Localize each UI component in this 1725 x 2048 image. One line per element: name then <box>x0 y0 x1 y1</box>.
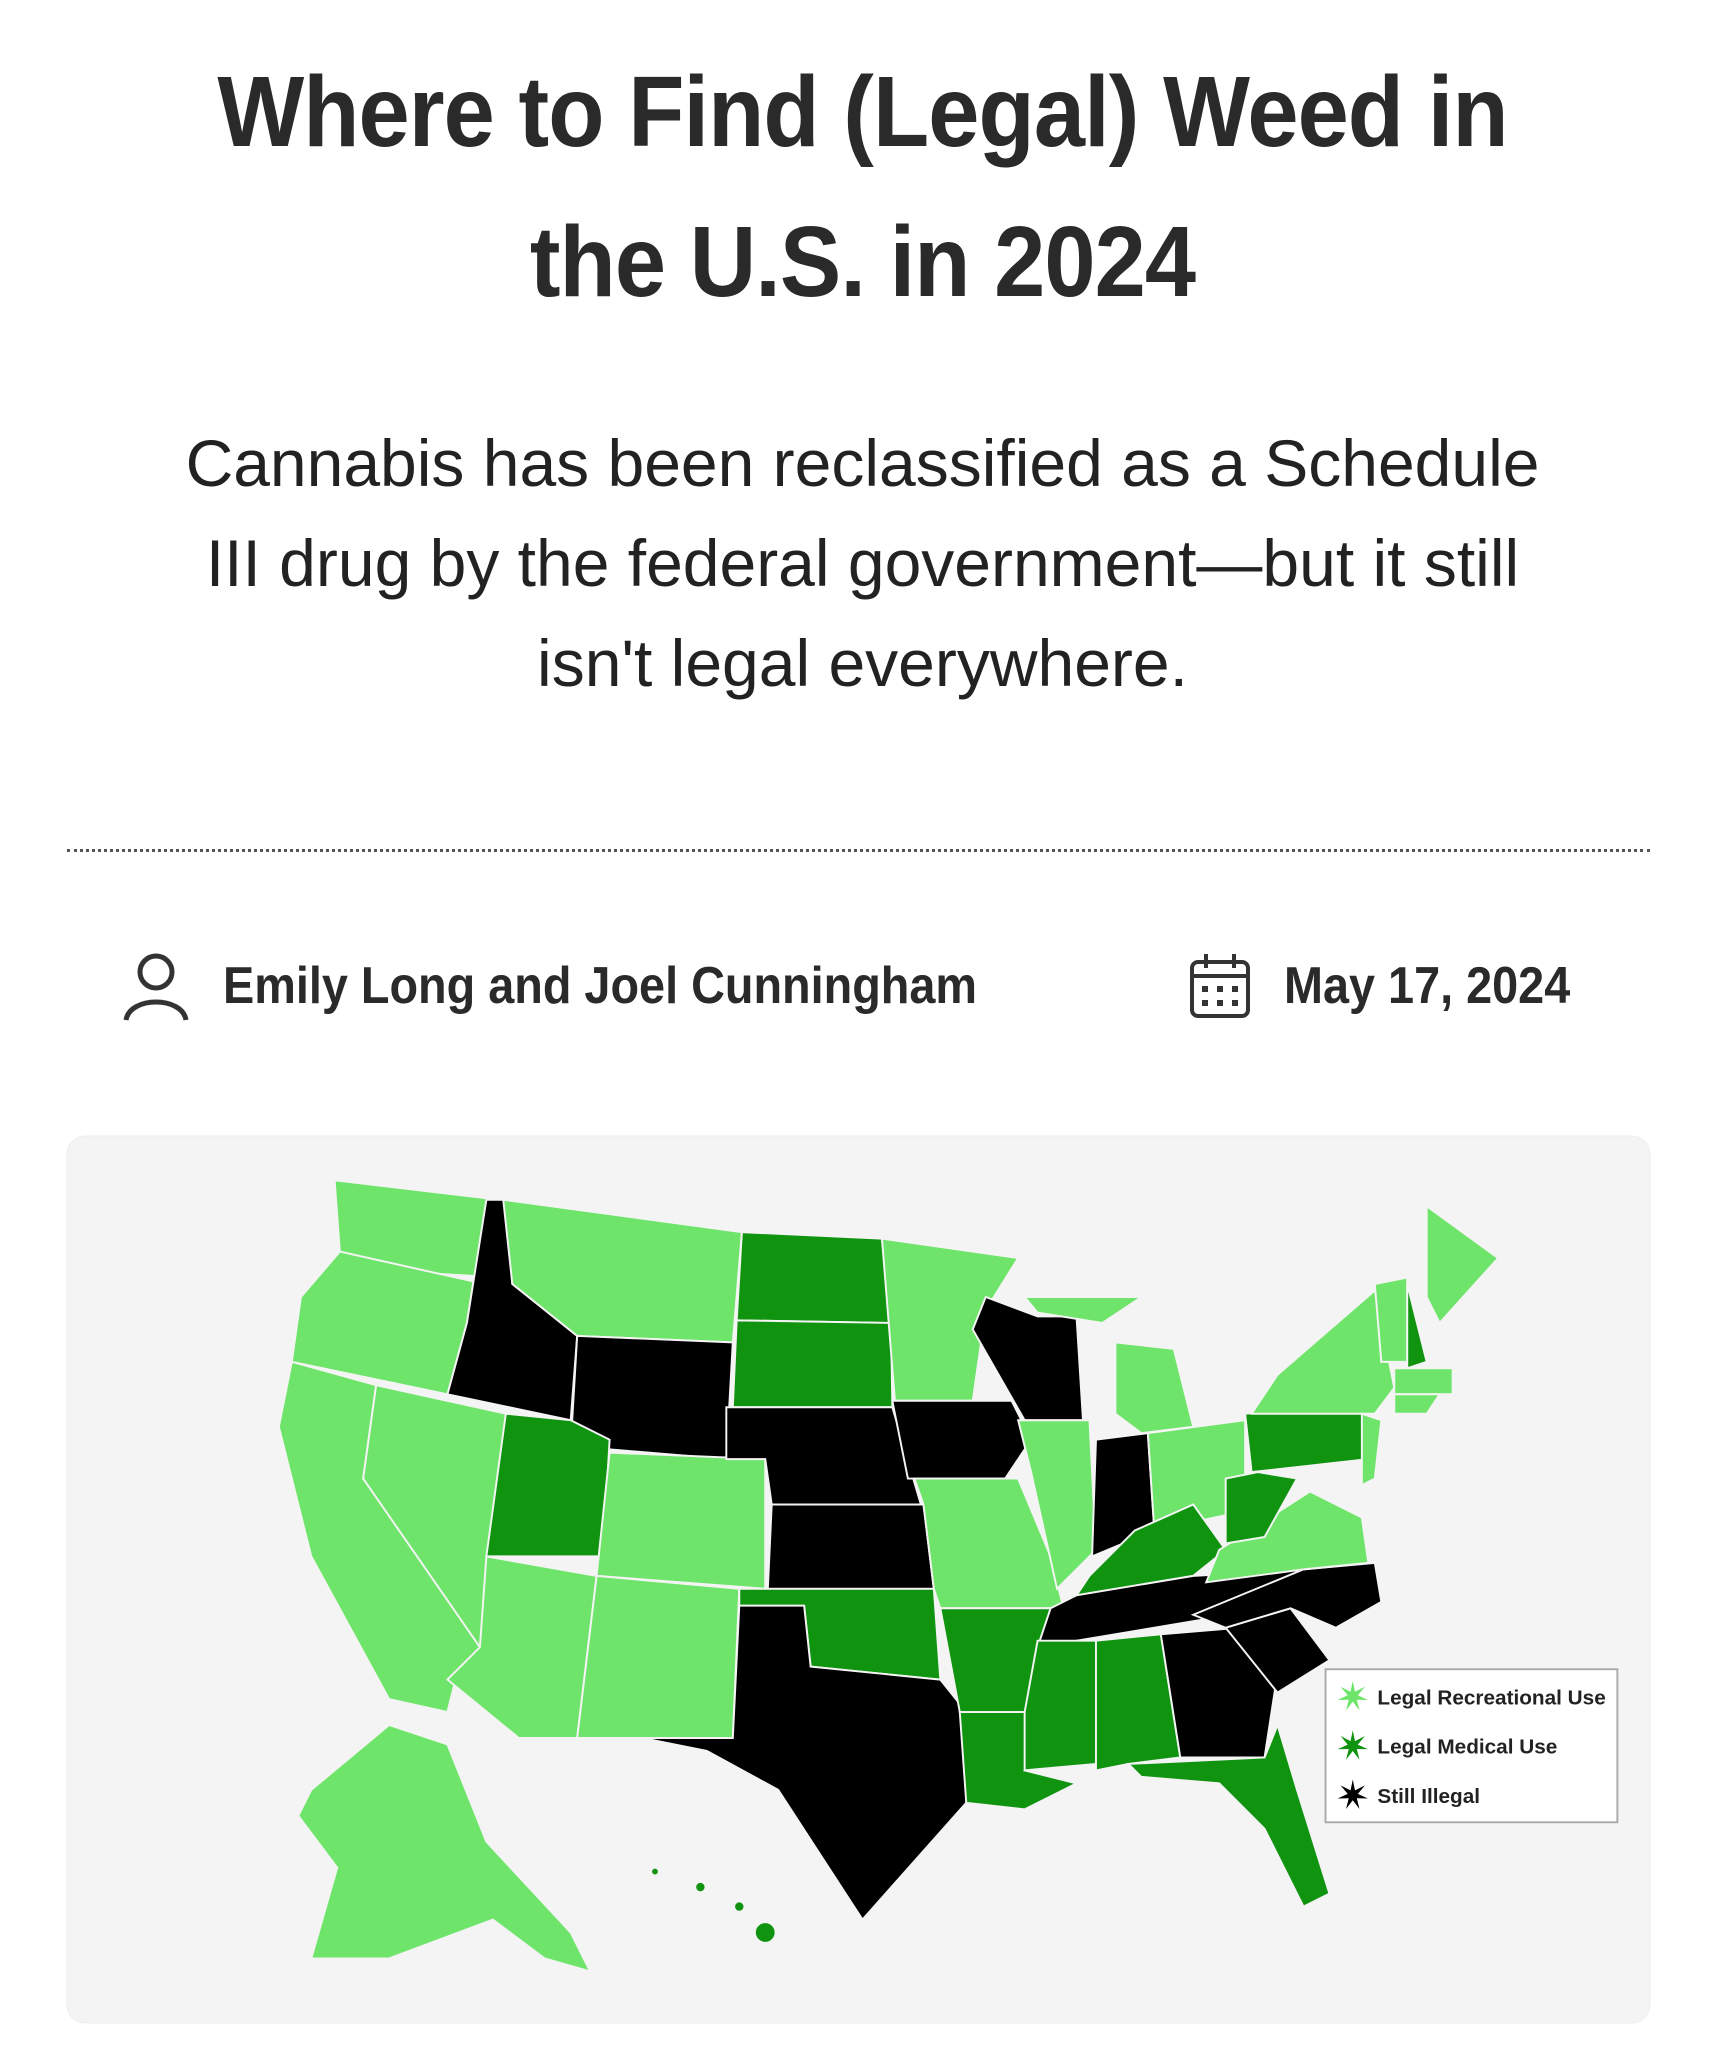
legend-label: Legal Recreational Use <box>1377 1686 1605 1709</box>
state <box>766 1503 935 1590</box>
state <box>1022 1296 1145 1324</box>
state <box>333 1179 505 1279</box>
subtitle-line: Cannabis has been reclassified as a Sche… <box>185 426 1540 500</box>
divider <box>67 849 1650 852</box>
author[interactable]: Emily Long and Joel Cunningham <box>223 957 978 1015</box>
state <box>733 1900 746 1913</box>
state <box>731 1319 894 1409</box>
state <box>753 1921 777 1944</box>
legend: Legal Recreational Use Legal Medical Use S… <box>1324 1668 1619 1824</box>
state <box>297 1723 592 1973</box>
subtitle-line: isn't legal everywhere. <box>537 626 1188 700</box>
state <box>485 1412 611 1558</box>
state <box>1373 1276 1409 1363</box>
title-line: the U.S. in 2024 <box>529 206 1196 318</box>
state <box>1016 1419 1097 1591</box>
state <box>650 1866 660 1877</box>
date: May 17, 2024 <box>1284 957 1571 1015</box>
state <box>1094 1633 1182 1772</box>
state <box>1249 1288 1396 1415</box>
state <box>1023 1639 1097 1772</box>
legend-label: Legal Medical Use <box>1377 1736 1557 1759</box>
legend-icon <box>1337 1779 1368 1810</box>
state <box>1425 1204 1500 1325</box>
state <box>891 1399 1033 1480</box>
subtitle-line: III drug by the federal government—but i… <box>205 526 1520 600</box>
state <box>576 1574 741 1739</box>
state <box>641 1604 968 1922</box>
state <box>1224 1471 1299 1545</box>
legend-box <box>1324 1668 1619 1824</box>
state <box>735 1231 893 1324</box>
title-line: Where to Find (Legal) Weed in <box>217 56 1508 168</box>
state <box>1393 1367 1454 1396</box>
author-icon <box>123 953 189 1021</box>
state <box>694 1880 707 1894</box>
state <box>1204 1490 1370 1584</box>
state <box>1406 1283 1428 1370</box>
state <box>1360 1412 1383 1487</box>
legend-icon <box>1337 1730 1368 1760</box>
state <box>1393 1393 1442 1415</box>
calendar-icon <box>1190 954 1250 1018</box>
us-map <box>277 1179 1500 1973</box>
state <box>1126 1722 1331 1908</box>
legend-label: Still Illegal <box>1377 1785 1480 1808</box>
state <box>595 1451 767 1590</box>
legend-icon <box>1337 1680 1368 1711</box>
state <box>880 1237 1020 1402</box>
